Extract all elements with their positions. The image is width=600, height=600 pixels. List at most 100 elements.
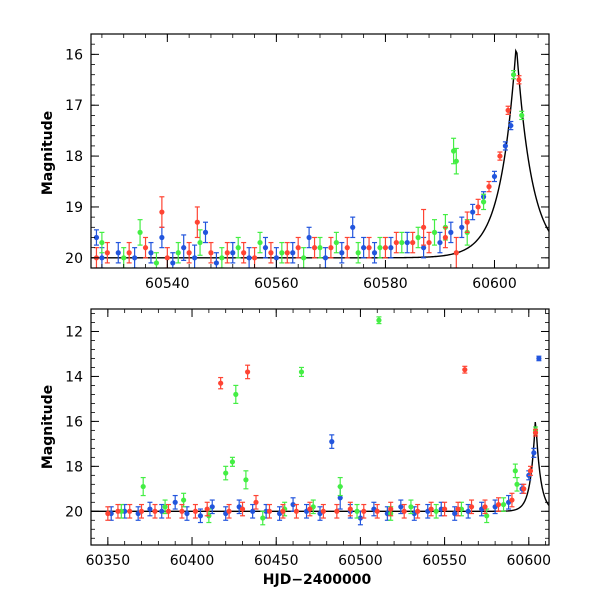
marker (388, 506, 394, 512)
data-point (262, 236, 269, 259)
marker (468, 504, 475, 510)
data-point (126, 241, 132, 264)
data-point (152, 503, 158, 519)
marker (202, 229, 209, 235)
marker (420, 224, 427, 230)
marker (218, 380, 224, 386)
marker (273, 255, 279, 261)
marker (93, 234, 100, 241)
series-2 (93, 75, 522, 268)
marker (159, 508, 165, 514)
data-point (104, 241, 110, 264)
marker (497, 153, 503, 159)
marker (452, 510, 458, 517)
data-point (202, 221, 209, 244)
marker (398, 504, 404, 510)
marker (532, 430, 539, 436)
marker (399, 239, 405, 246)
marker (152, 508, 158, 514)
data-point (354, 503, 360, 519)
marker (320, 508, 326, 514)
marker (137, 229, 143, 235)
marker (99, 239, 105, 246)
marker (257, 239, 263, 246)
marker (311, 245, 318, 251)
marker (470, 209, 476, 215)
marker (224, 250, 230, 256)
marker (226, 508, 232, 514)
marker (433, 508, 439, 514)
bottom-panel: 60350 60400 60450 60500 60550 60600 12 14 16 18 20 (65, 308, 551, 569)
marker (301, 255, 307, 261)
data-point (531, 447, 537, 458)
marker (354, 508, 360, 514)
series-1 (99, 70, 525, 268)
data-point (197, 508, 204, 524)
marker (531, 450, 537, 456)
data-point (115, 503, 121, 519)
marker (355, 250, 361, 256)
marker (450, 148, 457, 154)
marker (290, 250, 296, 256)
marker (514, 481, 520, 487)
data-point (512, 463, 518, 479)
plot-area (91, 48, 549, 268)
data-point (204, 501, 210, 517)
marker (410, 239, 416, 246)
data-point (162, 499, 168, 515)
data-point (532, 428, 539, 437)
x-tick-label: 60550 (422, 553, 467, 569)
data-point (361, 503, 367, 519)
marker (484, 513, 490, 519)
marker (181, 245, 187, 251)
marker (480, 199, 487, 205)
marker (415, 508, 421, 514)
data-point (401, 503, 407, 519)
data-point (317, 236, 323, 259)
data-point (420, 208, 427, 246)
marker (437, 239, 443, 246)
marker (194, 219, 200, 225)
data-point (159, 226, 165, 249)
marker (442, 234, 449, 241)
marker (509, 497, 515, 503)
data-point (181, 234, 187, 261)
marker (192, 508, 198, 514)
data-point (505, 494, 512, 510)
data-point (339, 241, 345, 264)
data-point (448, 221, 454, 244)
marker (230, 250, 236, 256)
marker (204, 506, 210, 512)
data-point (415, 226, 421, 249)
data-point (260, 510, 266, 526)
data-point (303, 503, 310, 519)
data-point (464, 211, 470, 233)
data-point (408, 499, 414, 515)
bottom-x-axis-label: HJD−2400000 (263, 572, 372, 588)
marker (235, 245, 241, 251)
data-point (253, 494, 259, 510)
data-point (153, 252, 160, 268)
y-tick-label: 12 (65, 324, 83, 340)
marker (462, 367, 468, 373)
data-point (219, 247, 225, 268)
y-tick-label: 16 (65, 47, 83, 63)
data-point (347, 501, 353, 517)
marker (197, 239, 203, 246)
data-point (307, 501, 313, 517)
data-point (361, 236, 367, 259)
marker (420, 245, 427, 251)
marker (165, 508, 172, 514)
marker (334, 508, 340, 514)
data-point (301, 247, 307, 268)
data-point (455, 501, 461, 517)
data-point (482, 499, 488, 515)
y-tick-label: 19 (65, 200, 83, 216)
data-point (452, 506, 458, 521)
data-point (415, 503, 421, 519)
marker (512, 468, 518, 474)
data-point (333, 231, 339, 254)
top-y-axis-label: Magnitude (40, 111, 56, 195)
y-tick-label: 18 (65, 459, 83, 475)
